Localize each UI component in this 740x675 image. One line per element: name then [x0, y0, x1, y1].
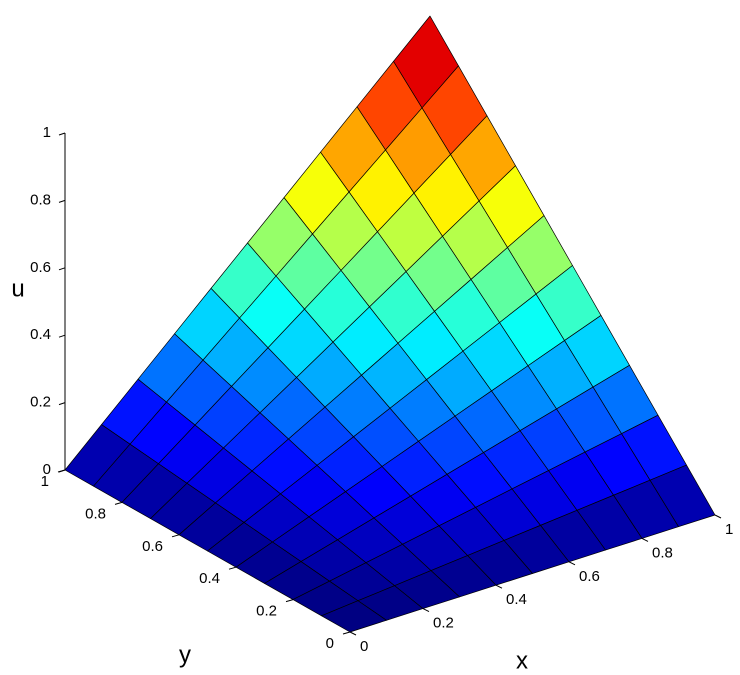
x-tick [495, 584, 503, 589]
z-tick [58, 132, 66, 136]
y-axis-label: y [179, 641, 191, 668]
z-tick-label: 0.4 [30, 326, 51, 343]
y-tick [342, 631, 351, 635]
z-axis-label: u [11, 275, 24, 302]
y-tick-label: 0.6 [142, 538, 163, 555]
z-tick-label: 0 [43, 461, 51, 478]
x-tick-label: 1 [725, 521, 733, 538]
surface [64, 15, 716, 633]
z-tick-label: 0.2 [30, 394, 51, 411]
x-tick [349, 631, 357, 636]
y-tick-label: 0.8 [85, 505, 106, 522]
z-tick [58, 199, 66, 203]
z-tick [58, 334, 66, 338]
y-tick [57, 469, 66, 473]
x-tick [641, 537, 649, 542]
x-tick-label: 0.6 [579, 568, 600, 585]
y-tick-label: 0 [326, 635, 334, 652]
z-tick-label: 1 [43, 124, 51, 141]
y-tick-label: 0.2 [256, 603, 277, 620]
surface-patch [321, 600, 387, 633]
x-tick [422, 608, 430, 613]
x-tick-label: 0.2 [433, 615, 454, 632]
x-tick-label: 0.8 [652, 544, 673, 561]
x-tick [714, 514, 722, 519]
z-tick [58, 402, 66, 406]
y-tick-label: 1 [41, 473, 49, 490]
y-tick [285, 599, 294, 603]
x-tick-label: 0 [360, 638, 368, 655]
y-tick [114, 501, 123, 505]
x-axis-label: x [516, 647, 528, 674]
axes: 00.20.40.60.8100.20.40.60.8100.20.40.60.… [30, 124, 733, 655]
z-tick [58, 267, 66, 271]
x-tick-label: 0.4 [506, 591, 527, 608]
z-tick-label: 0.6 [30, 259, 51, 276]
x-tick [568, 561, 576, 566]
y-tick [228, 566, 237, 570]
y-tick-label: 0.4 [199, 570, 220, 587]
y-tick [171, 534, 180, 538]
z-tick-label: 0.8 [30, 191, 51, 208]
